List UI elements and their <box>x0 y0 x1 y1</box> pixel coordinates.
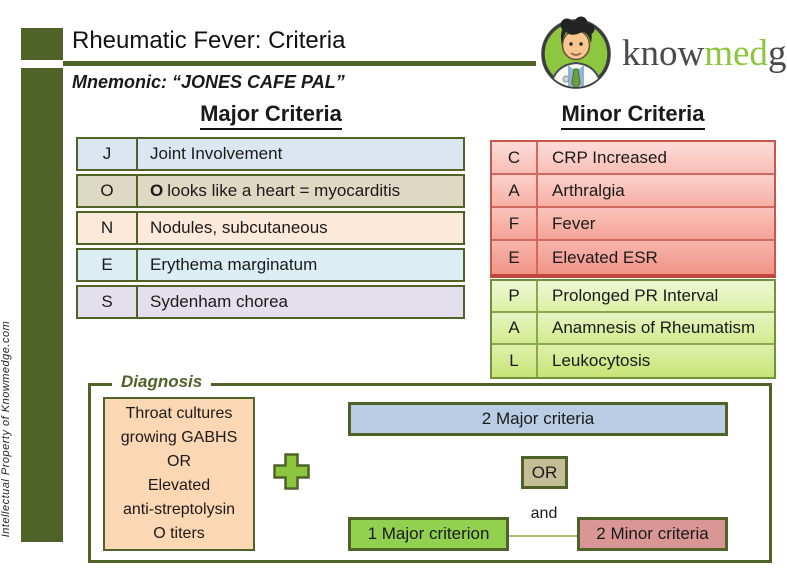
row-text: Arthralgia <box>552 180 625 200</box>
row-text: Anamnesis of Rheumatism <box>552 318 756 337</box>
row-text: Fever <box>552 213 596 233</box>
logo-word-med: med <box>704 33 768 74</box>
major-row-n: N Nodules, subcutaneous <box>76 211 465 245</box>
throat-cultures-box: Throat cultures growing GABHS OR Elevate… <box>103 397 255 551</box>
row-letter: J <box>78 139 138 169</box>
logo-word-ge: ge <box>767 33 787 74</box>
pal-row-a: A Anamnesis of Rheumatism <box>492 313 774 345</box>
throat-line: Throat cultures <box>125 405 233 422</box>
cafe-row-a: A Arthralgia <box>492 175 774 208</box>
throat-line: O titers <box>153 525 205 542</box>
row-text: Nodules, subcutaneous <box>150 218 328 237</box>
two-minor-criteria-box: 2 Minor criteria <box>577 517 728 551</box>
or-box: OR <box>521 456 568 489</box>
throat-line: Elevated <box>147 477 211 494</box>
doctor-avatar-icon <box>536 10 616 97</box>
row-letter: P <box>492 281 538 311</box>
row-text: Elevated ESR <box>552 247 658 267</box>
and-connector-line <box>509 535 577 537</box>
major-criteria-heading: Major Criteria <box>76 101 466 130</box>
row-letter: S <box>78 287 138 317</box>
row-letter: F <box>492 208 538 239</box>
row-letter: E <box>492 241 538 274</box>
major-row-s: S Sydenham chorea <box>76 285 465 319</box>
major-row-j: J Joint Involvement <box>76 137 465 171</box>
row-letter: A <box>492 175 538 206</box>
cafe-row-f: F Fever <box>492 208 774 241</box>
minor-criteria-heading: Minor Criteria <box>490 101 776 130</box>
throat-line: growing GABHS <box>120 429 238 446</box>
row-letter: N <box>78 213 138 243</box>
row-text: Erythema marginatum <box>150 255 318 274</box>
diagnosis-label: Diagnosis <box>112 372 212 392</box>
logo-wordmark: knowmedge <box>622 32 787 75</box>
throat-line: anti-streptolysin <box>122 501 236 518</box>
pal-row-l: L Leukocytosis <box>492 345 774 377</box>
row-text: Prolonged PR Interval <box>552 286 719 305</box>
cafe-row-c: C CRP Increased <box>492 142 774 175</box>
minor-pal-table: P Prolonged PR Interval A Anamnesis of R… <box>490 279 776 379</box>
title-underline-rule <box>63 61 536 66</box>
pal-row-p: P Prolonged PR Interval <box>492 281 774 313</box>
page-title: Rheumatic Fever: Criteria <box>72 27 346 54</box>
row-letter: O <box>78 176 138 206</box>
row-letter: C <box>492 142 538 173</box>
row-letter: A <box>492 313 538 343</box>
one-major-criterion-box: 1 Major criterion <box>348 517 509 551</box>
row-text: CRP Increased <box>552 147 667 167</box>
row-letter: L <box>492 345 538 377</box>
two-major-criteria-box: 2 Major criteria <box>348 402 728 436</box>
title-accent-square <box>21 28 63 60</box>
major-row-e: E Erythema marginatum <box>76 248 465 282</box>
row-letter: E <box>78 250 138 280</box>
throat-line: OR <box>167 453 191 470</box>
row-text: Leukocytosis <box>552 351 651 370</box>
minor-cafe-table: C CRP Increased A Arthralgia F Fever E E… <box>490 140 776 278</box>
side-accent-bar <box>21 68 63 542</box>
plus-icon <box>272 452 311 496</box>
cafe-row-e: E Elevated ESR <box>492 241 774 274</box>
logo-word-know: know <box>622 33 705 74</box>
and-connector-label: and <box>530 505 558 522</box>
row-text: Sydenham chorea <box>150 292 288 311</box>
row-text: Joint Involvement <box>150 144 283 163</box>
diagnosis-groupbox <box>88 383 772 563</box>
mnemonic-text: Mnemonic: “JONES CAFE PAL” <box>72 72 345 92</box>
watermark-text: Intellectual Property of Knowmedge.com <box>0 320 12 538</box>
